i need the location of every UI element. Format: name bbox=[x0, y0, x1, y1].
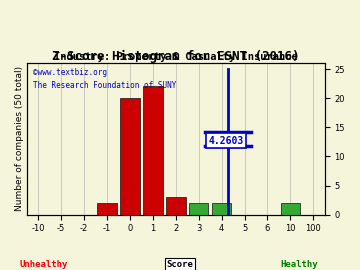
Bar bbox=[97, 203, 117, 215]
Bar bbox=[120, 98, 140, 215]
Text: 4.2603: 4.2603 bbox=[209, 136, 244, 146]
Bar bbox=[281, 203, 300, 215]
Text: Healthy: Healthy bbox=[280, 260, 318, 269]
Bar bbox=[166, 197, 185, 215]
Text: ©www.textbiz.org: ©www.textbiz.org bbox=[33, 68, 107, 77]
Title: Z-Score Histogram for ESNT (2016): Z-Score Histogram for ESNT (2016) bbox=[52, 50, 300, 63]
Bar bbox=[143, 86, 163, 215]
Y-axis label: Number of companies (50 total): Number of companies (50 total) bbox=[15, 66, 24, 211]
Bar bbox=[212, 203, 231, 215]
Text: Industry: Property & Casualty Insurance: Industry: Property & Casualty Insurance bbox=[54, 52, 298, 62]
Text: Score: Score bbox=[167, 260, 193, 269]
Text: The Research Foundation of SUNY: The Research Foundation of SUNY bbox=[33, 81, 176, 90]
Bar bbox=[189, 203, 208, 215]
Text: Unhealthy: Unhealthy bbox=[19, 260, 67, 269]
